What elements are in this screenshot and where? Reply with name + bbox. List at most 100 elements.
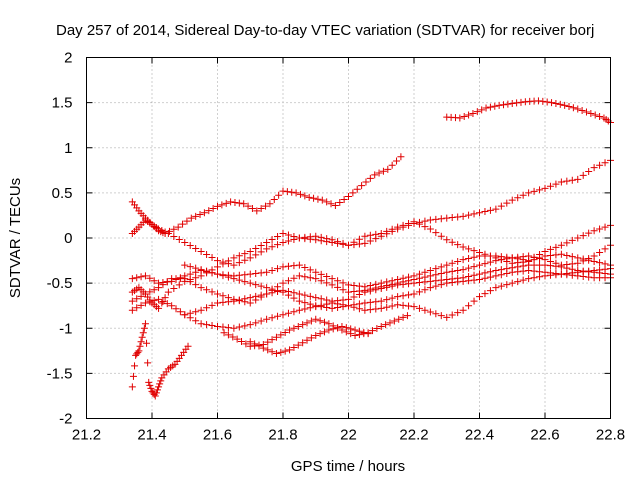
data-point-interpolated [323, 279, 331, 287]
data-point-interpolated [270, 195, 278, 203]
data-point [312, 294, 320, 302]
data-point-interpolated [323, 198, 331, 206]
data-point [476, 261, 483, 269]
series-9 [181, 265, 614, 332]
data-point-interpolated [146, 288, 154, 296]
data-point-interpolated [281, 347, 289, 355]
data-point-interpolated [277, 348, 285, 356]
data-point [338, 322, 346, 330]
data-point-interpolated [264, 346, 272, 354]
data-point [295, 272, 303, 280]
data-point-interpolated [235, 296, 243, 304]
data-point-interpolated [432, 271, 440, 279]
data-point [561, 101, 569, 109]
y-tick-label: -2 [59, 411, 72, 428]
data-point-interpolated [281, 328, 289, 336]
data-point [246, 294, 254, 302]
data-point-interpolated [133, 304, 141, 312]
data-point-interpolated [242, 340, 250, 348]
data-point [181, 311, 189, 319]
series-12 [128, 320, 192, 400]
data-point [459, 256, 467, 264]
data-point-interpolated [481, 290, 489, 298]
data-point-interpolated [219, 260, 227, 268]
data-point-interpolated [257, 205, 265, 213]
data-point-interpolated [448, 267, 456, 275]
data-point-interpolated [514, 253, 522, 261]
data-point [410, 290, 418, 298]
data-point-interpolated [306, 304, 314, 312]
data-point-interpolated [388, 302, 396, 310]
data-point-interpolated [274, 232, 282, 240]
data-point-interpolated [306, 266, 314, 274]
x-tick-label: 22.2 [399, 427, 428, 444]
data-point-interpolated [432, 282, 440, 290]
data-point-interpolated [395, 315, 403, 323]
data-point-interpolated [301, 291, 309, 299]
data-point [197, 284, 205, 292]
data-point-interpolated [208, 269, 216, 277]
data-point [197, 248, 205, 256]
data-point [305, 193, 313, 201]
data-point-interpolated [290, 232, 298, 240]
data-point-interpolated [552, 180, 560, 188]
data-point-interpolated [582, 108, 590, 116]
data-point-interpolated [175, 281, 183, 289]
data-point [456, 114, 464, 122]
data-point-interpolated [437, 269, 445, 277]
data-point-interpolated [252, 281, 260, 289]
data-point-interpolated [388, 294, 396, 302]
data-point-interpolated [251, 340, 259, 348]
data-point [358, 182, 366, 190]
data-point-interpolated [519, 191, 527, 199]
data-point-interpolated [465, 302, 473, 310]
data-point [197, 306, 205, 314]
data-point-interpolated [383, 296, 391, 304]
data-point-interpolated [372, 230, 380, 238]
data-point-interpolated [163, 300, 171, 308]
data-point-interpolated [320, 318, 328, 326]
data-point [263, 290, 271, 298]
data-point [200, 209, 208, 217]
data-point-interpolated [323, 273, 331, 281]
data-point-interpolated [503, 269, 511, 277]
data-point-interpolated [186, 278, 194, 286]
x-tick-label: 21.8 [268, 427, 297, 444]
data-point-interpolated [388, 225, 396, 233]
data-point-interpolated [552, 243, 560, 251]
data-point-interpolated [244, 202, 252, 210]
data-point [525, 189, 533, 197]
data-point [181, 275, 189, 283]
data-point-interpolated [156, 380, 164, 388]
data-point-interpolated [186, 270, 194, 278]
data-point [541, 184, 549, 192]
data-point-interpolated [274, 287, 282, 295]
data-point-interpolated [257, 248, 265, 256]
data-point-interpolated [497, 271, 505, 279]
data-point-interpolated [437, 232, 445, 240]
data-point-interpolated [366, 298, 374, 306]
data-point-interpolated [349, 189, 357, 197]
data-point-interpolated [465, 277, 473, 285]
data-point [459, 243, 467, 251]
data-point-interpolated [437, 263, 445, 271]
data-point-interpolated [601, 265, 609, 273]
data-point-interpolated [192, 281, 200, 289]
data-point-interpolated [448, 311, 456, 319]
data-point [263, 268, 271, 276]
data-point-interpolated [585, 168, 593, 176]
data-point-interpolated [386, 319, 394, 327]
data-point [155, 304, 163, 312]
data-point-interpolated [536, 254, 544, 262]
x-axis-label: GPS time / hours [291, 458, 405, 475]
data-point-interpolated [546, 271, 554, 279]
data-point [312, 315, 320, 323]
data-point [377, 285, 385, 293]
data-point-interpolated [218, 201, 226, 209]
data-point [508, 196, 516, 204]
data-point-interpolated [350, 238, 358, 246]
data-point-interpolated [158, 299, 166, 307]
data-point-interpolated [323, 238, 331, 246]
data-point-interpolated [415, 279, 423, 287]
data-point-interpolated [579, 171, 587, 179]
